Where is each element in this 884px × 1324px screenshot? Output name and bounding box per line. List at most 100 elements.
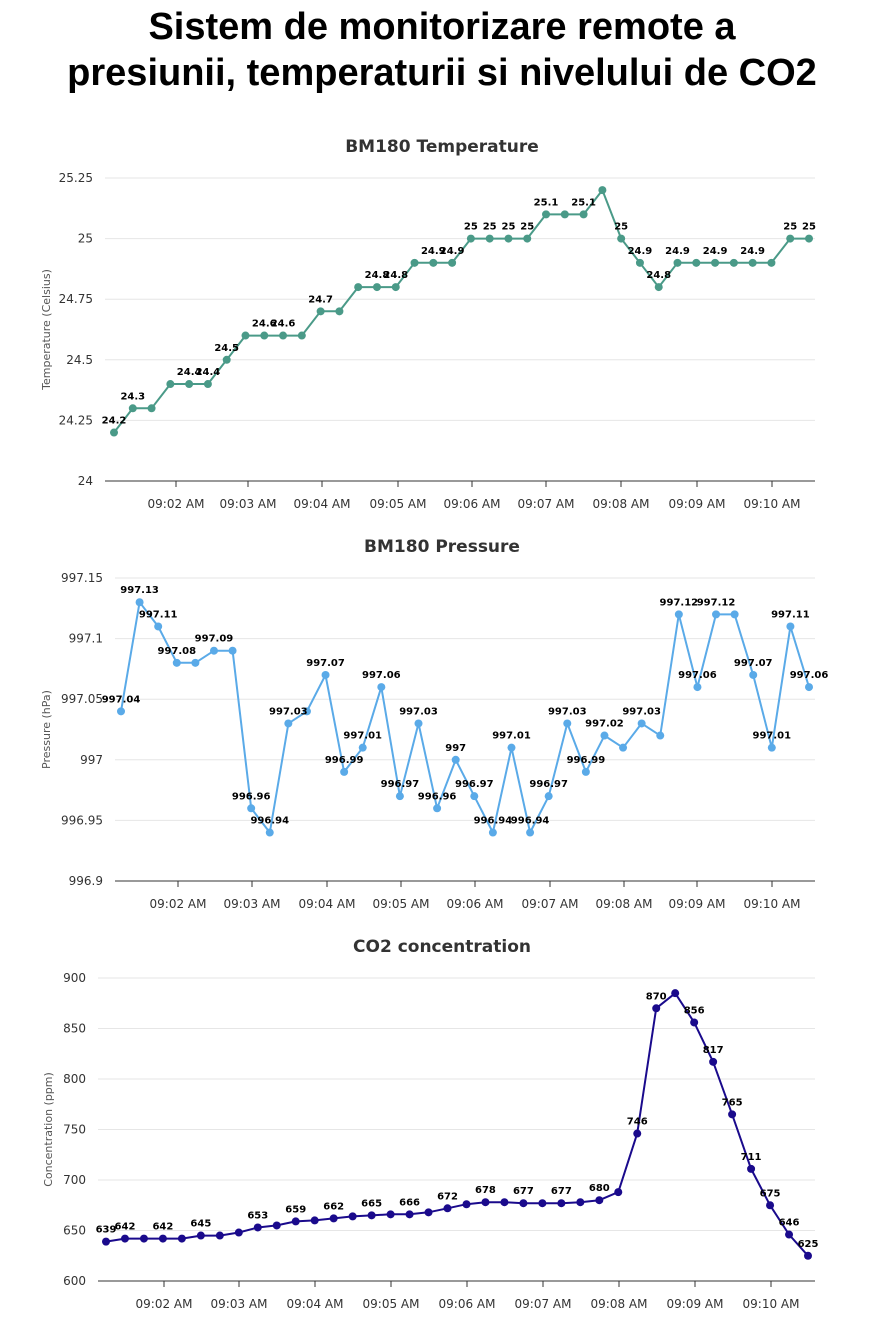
co2-data-label: 662 bbox=[323, 1201, 344, 1212]
temperature-data-label: 25 bbox=[802, 222, 816, 233]
co2-x-tick-label: 09:04 AM bbox=[287, 1297, 344, 1311]
pressure-x-tick-label: 09:06 AM bbox=[447, 897, 504, 911]
co2-data-point bbox=[234, 1228, 243, 1237]
pressure-data-label: 997.01 bbox=[343, 731, 382, 742]
co2-data-point bbox=[443, 1204, 452, 1213]
pressure-y-tick-label: 997.15 bbox=[61, 571, 103, 585]
temperature-data-point bbox=[354, 283, 363, 292]
pressure-data-label: 996.97 bbox=[455, 779, 494, 790]
co2-x-tick-label: 09:05 AM bbox=[363, 1297, 420, 1311]
pressure-data-point bbox=[470, 792, 479, 801]
co2-y-tick-label: 800 bbox=[63, 1072, 86, 1086]
co2-data-point bbox=[215, 1231, 224, 1240]
pressure-data-label: 997.04 bbox=[102, 694, 141, 705]
co2-data-point bbox=[519, 1199, 528, 1208]
temperature-data-label: 25.1 bbox=[534, 197, 559, 208]
pressure-data-point bbox=[730, 610, 739, 619]
pressure-data-label: 996.94 bbox=[474, 816, 513, 827]
temperature-data-label: 24.4 bbox=[196, 367, 221, 378]
temperature-data-label: 24.5 bbox=[214, 343, 239, 354]
co2-data-point bbox=[405, 1210, 414, 1219]
page-title-line-1: Sistem de monitorizare remote a bbox=[148, 6, 736, 48]
temperature-data-point bbox=[128, 404, 137, 413]
temperature-x-tick-label: 09:09 AM bbox=[669, 497, 726, 511]
pressure-y-axis-label: Pressure (hPa) bbox=[40, 690, 53, 769]
pressure-chart-title: BM180 Pressure bbox=[364, 537, 520, 557]
temperature-data-point bbox=[560, 210, 569, 219]
co2-data-point bbox=[652, 1004, 661, 1013]
temperature-data-point bbox=[504, 234, 513, 243]
temperature-x-tick-label: 09:06 AM bbox=[444, 497, 501, 511]
temperature-data-point bbox=[617, 234, 626, 243]
temperature-x-tick-label: 09:10 AM bbox=[744, 497, 801, 511]
temperature-data-label: 25 bbox=[520, 222, 534, 233]
temperature-data-point bbox=[372, 283, 381, 292]
pressure-data-label: 996.94 bbox=[250, 816, 289, 827]
co2-data-point bbox=[557, 1199, 566, 1208]
temperature-data-label: 24.8 bbox=[365, 270, 390, 281]
temperature-data-point bbox=[635, 258, 644, 267]
temperature-data-point bbox=[767, 258, 776, 267]
temperature-data-point bbox=[260, 331, 269, 340]
temperature-data-point bbox=[786, 234, 795, 243]
co2-data-label: 672 bbox=[437, 1191, 458, 1202]
co2-x-tick-label: 09:06 AM bbox=[439, 1297, 496, 1311]
pressure-data-point bbox=[637, 719, 646, 728]
pressure-data-point bbox=[749, 670, 758, 679]
co2-data-point bbox=[253, 1223, 262, 1232]
temperature-data-label: 24.9 bbox=[440, 246, 465, 257]
pressure-data-point bbox=[805, 683, 813, 692]
temperature-data-point bbox=[203, 380, 212, 389]
co2-y-tick-label: 650 bbox=[63, 1224, 86, 1238]
temperature-data-label: 24.9 bbox=[421, 246, 446, 257]
pressure-data-label: 997.03 bbox=[269, 706, 308, 717]
temperature-data-point bbox=[692, 258, 701, 267]
temperature-data-point bbox=[654, 283, 663, 292]
co2-data-label: 665 bbox=[361, 1198, 382, 1209]
pressure-y-tick-label: 997 bbox=[80, 753, 103, 767]
temperature-data-point bbox=[729, 258, 738, 267]
pressure-data-point bbox=[600, 731, 609, 740]
co2-data-point bbox=[272, 1221, 281, 1230]
co2-data-point bbox=[500, 1198, 509, 1207]
co2-data-point bbox=[538, 1199, 547, 1208]
temperature-data-point bbox=[391, 283, 400, 292]
pressure-data-point bbox=[451, 755, 460, 764]
temperature-data-point bbox=[673, 258, 682, 267]
pressure-data-point bbox=[358, 743, 367, 752]
pressure-data-point bbox=[786, 622, 795, 631]
pressure-data-label: 997.11 bbox=[139, 609, 178, 620]
co2-x-tick-label: 09:08 AM bbox=[591, 1297, 648, 1311]
temperature-data-point bbox=[316, 307, 325, 316]
pressure-data-point bbox=[302, 707, 311, 716]
co2-data-point bbox=[747, 1164, 756, 1173]
co2-data-point bbox=[177, 1234, 186, 1243]
pressure-data-label: 997.09 bbox=[195, 634, 234, 645]
co2-data-point bbox=[291, 1217, 300, 1226]
pressure-x-tick-label: 09:04 AM bbox=[299, 897, 356, 911]
co2-x-tick-label: 09:03 AM bbox=[211, 1297, 268, 1311]
co2-y-axis-label: Concentration (ppm) bbox=[42, 1072, 55, 1187]
co2-data-point bbox=[462, 1200, 471, 1209]
temperature-data-point bbox=[279, 331, 288, 340]
co2-data-label: 642 bbox=[115, 1222, 136, 1233]
pressure-data-label: 996.96 bbox=[418, 791, 457, 802]
pressure-data-label: 996.97 bbox=[381, 779, 420, 790]
pressure-data-point bbox=[544, 792, 553, 801]
temperature-data-point bbox=[241, 331, 250, 340]
temperature-data-point bbox=[523, 234, 532, 243]
pressure-data-point bbox=[135, 598, 144, 607]
pressure-data-label: 997.06 bbox=[790, 670, 829, 681]
co2-y-tick-label: 900 bbox=[63, 971, 86, 985]
pressure-data-point bbox=[321, 670, 330, 679]
temperature-y-tick-label: 24.25 bbox=[59, 413, 93, 427]
pressure-data-point bbox=[619, 743, 628, 752]
co2-data-label: 678 bbox=[475, 1185, 496, 1196]
temperature-data-point bbox=[579, 210, 588, 219]
pressure-y-tick-label: 997.1 bbox=[69, 632, 103, 646]
pressure-data-point bbox=[377, 683, 386, 692]
co2-data-label: 856 bbox=[684, 1005, 705, 1016]
co2-data-point bbox=[595, 1196, 604, 1205]
co2-x-tick-label: 09:10 AM bbox=[743, 1297, 800, 1311]
pressure-data-label: 996.94 bbox=[511, 816, 550, 827]
